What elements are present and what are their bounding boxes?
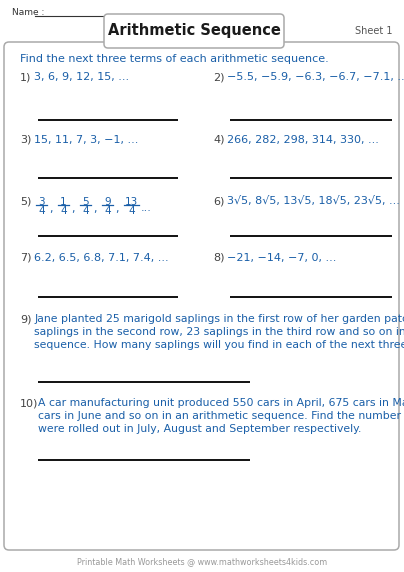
Text: Sheet 1: Sheet 1	[355, 26, 393, 36]
Text: 3: 3	[38, 197, 45, 207]
Text: 4: 4	[82, 206, 89, 216]
Text: 5: 5	[82, 197, 89, 207]
Text: 2): 2)	[213, 72, 225, 82]
Text: Jane planted 25 marigold saplings in the first row of her garden patch, 24
sapli: Jane planted 25 marigold saplings in the…	[34, 314, 404, 351]
Text: 8): 8)	[213, 253, 225, 263]
Text: 7): 7)	[20, 253, 32, 263]
Text: 15, 11, 7, 3, −1, ...: 15, 11, 7, 3, −1, ...	[34, 135, 139, 145]
Text: −5.5, −5.9, −6.3, −6.7, −7.1, ...: −5.5, −5.9, −6.3, −6.7, −7.1, ...	[227, 72, 404, 82]
Text: 5): 5)	[20, 196, 32, 206]
Text: ...: ...	[141, 203, 152, 213]
Text: Name :: Name :	[12, 8, 44, 17]
Text: 6): 6)	[213, 196, 224, 206]
Text: ,: ,	[71, 204, 74, 214]
Text: 4: 4	[104, 206, 111, 216]
Text: Printable Math Worksheets @ www.mathworksheets4kids.com: Printable Math Worksheets @ www.mathwork…	[77, 557, 327, 566]
Text: 6.2, 6.5, 6.8, 7.1, 7.4, ...: 6.2, 6.5, 6.8, 7.1, 7.4, ...	[34, 253, 168, 263]
Text: 9): 9)	[20, 314, 32, 324]
Text: ,: ,	[49, 204, 53, 214]
Text: 3√5, 8√5, 13√5, 18√5, 23√5, ...: 3√5, 8√5, 13√5, 18√5, 23√5, ...	[227, 196, 400, 206]
Text: 4): 4)	[213, 135, 225, 145]
Text: −21, −14, −7, 0, ...: −21, −14, −7, 0, ...	[227, 253, 337, 263]
Text: Arithmetic Sequence: Arithmetic Sequence	[107, 23, 280, 38]
Text: 4: 4	[128, 206, 135, 216]
Text: 1: 1	[60, 197, 67, 207]
Text: ,: ,	[93, 204, 97, 214]
Text: 3, 6, 9, 12, 15, ...: 3, 6, 9, 12, 15, ...	[34, 72, 129, 82]
Text: 266, 282, 298, 314, 330, ...: 266, 282, 298, 314, 330, ...	[227, 135, 379, 145]
Text: 1): 1)	[20, 72, 32, 82]
Text: 10): 10)	[20, 398, 38, 408]
FancyBboxPatch shape	[4, 42, 399, 550]
Text: 9: 9	[104, 197, 111, 207]
Text: A car manufacturing unit produced 550 cars in April, 675 cars in May, 800
cars i: A car manufacturing unit produced 550 ca…	[38, 398, 404, 434]
FancyBboxPatch shape	[104, 14, 284, 48]
Text: ,: ,	[115, 204, 118, 214]
Text: 3): 3)	[20, 135, 32, 145]
Text: 4: 4	[38, 206, 45, 216]
Text: 13: 13	[125, 197, 138, 207]
Text: 4: 4	[60, 206, 67, 216]
Text: Find the next three terms of each arithmetic sequence.: Find the next three terms of each arithm…	[20, 54, 329, 64]
